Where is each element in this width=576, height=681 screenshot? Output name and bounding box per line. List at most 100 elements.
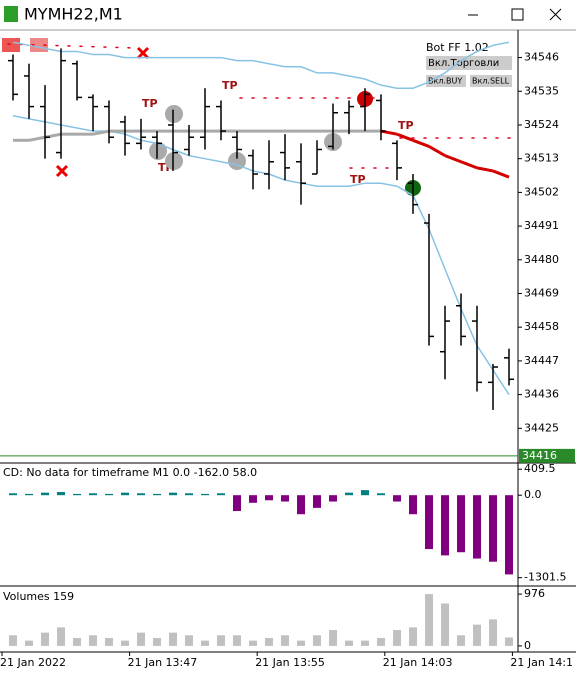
histogram-bar: [153, 493, 161, 496]
histogram-bar: [25, 640, 33, 646]
histogram-bar: [425, 495, 433, 550]
histogram-bar: [441, 603, 449, 646]
histogram-bar: [345, 492, 353, 496]
histogram-bar: [377, 637, 385, 646]
time-label: 21 Jan 14:1: [510, 656, 573, 669]
histogram-bar: [9, 493, 17, 496]
y-tick-label: 34458: [524, 320, 559, 333]
histogram-bar: [489, 619, 497, 646]
histogram-bar: [73, 493, 81, 496]
histogram-bar: [89, 493, 97, 496]
toolbar-icon[interactable]: [2, 38, 20, 52]
histogram-bar: [361, 490, 369, 496]
histogram-bar: [57, 492, 65, 496]
close-button[interactable]: [549, 8, 562, 21]
histogram-bar: [9, 635, 17, 646]
histogram-bar: [73, 637, 81, 646]
y-tick-label: 976: [524, 587, 545, 600]
moving-average: [92, 129, 110, 136]
moving-average: [28, 135, 46, 142]
histogram-bar: [313, 495, 321, 508]
y-tick-label: 0.0: [524, 488, 542, 501]
current-price-box: [519, 448, 575, 463]
histogram-bar: [89, 635, 97, 646]
y-tick-label: -1301.5: [524, 571, 566, 584]
moving-average: [396, 132, 414, 142]
histogram-bar: [281, 635, 289, 646]
histogram-bar: [393, 495, 401, 502]
histogram-bar: [249, 640, 257, 646]
histogram-bar: [105, 493, 113, 496]
histogram-bar: [169, 492, 177, 496]
y-tick-label: 34469: [524, 286, 559, 299]
histogram-bar: [489, 495, 497, 562]
y-tick-label: 34491: [524, 219, 559, 232]
bollinger-upper: [12, 41, 510, 89]
trade-markers: [149, 91, 421, 196]
histogram-bar: [441, 495, 449, 556]
histogram-bar: [41, 632, 49, 646]
histogram-bar: [425, 594, 433, 646]
histogram-bar: [297, 495, 305, 515]
histogram-bar: [297, 640, 305, 646]
histogram-bar: [329, 495, 337, 502]
histogram-bar: [505, 495, 513, 575]
moving-average: [476, 166, 494, 173]
histogram-bar: [169, 632, 177, 646]
time-label: 21 Jan 13:47: [128, 656, 198, 669]
histogram-bar: [409, 495, 417, 515]
tp-label: TP: [398, 119, 414, 132]
y-tick-label: 409.5: [524, 462, 556, 475]
sell-toggle[interactable]: [470, 75, 512, 87]
panel-title: Volumes 159: [3, 590, 74, 603]
title-bar: [0, 0, 576, 30]
histogram-bar: [457, 495, 465, 553]
sell-toggle-label[interactable]: Вкл.SELL: [472, 77, 510, 86]
maximize-button[interactable]: [511, 8, 524, 21]
time-label: 21 Jan 13:55: [255, 656, 325, 669]
histogram-bar: [457, 635, 465, 646]
histogram-bar: [57, 627, 65, 646]
moving-average: [444, 154, 462, 164]
histogram-bar: [233, 635, 241, 646]
app-icon: [4, 6, 18, 22]
close-marks: [55, 46, 150, 178]
histogram-bar: [121, 640, 129, 646]
histogram-bar: [201, 640, 209, 646]
buy-toggle-label[interactable]: Вкл.BUY: [428, 77, 462, 86]
histogram-bar: [185, 493, 193, 496]
histogram-bar: [233, 495, 241, 512]
trade-toggle-label[interactable]: Вкл.Торговли: [428, 58, 499, 69]
bollinger-lower: [12, 115, 510, 396]
histogram-bar: [473, 624, 481, 646]
histogram-bar: [201, 493, 209, 496]
bot-label: Bot FF 1.02: [426, 41, 489, 54]
histogram-bar: [185, 635, 193, 646]
histogram-bar: [281, 495, 289, 502]
histogram-bar: [41, 492, 49, 496]
histogram-bar: [473, 495, 481, 559]
histogram-bar: [505, 637, 513, 646]
panel-title: CD: No data for timeframe M1 0.0 -162.0 …: [3, 466, 257, 479]
window-title: MYMH22,M1: [24, 5, 123, 24]
histogram-bar: [121, 492, 129, 496]
histogram-bar: [329, 629, 337, 646]
tp-level-lines: [7, 43, 516, 169]
histogram-bar: [265, 637, 273, 646]
histogram-bar: [105, 637, 113, 646]
trade-toggle[interactable]: [426, 56, 512, 70]
y-tick-label: 0: [524, 639, 531, 652]
y-tick-label: 34535: [524, 84, 559, 97]
moving-average: [492, 169, 510, 179]
histogram-bar: [249, 495, 257, 503]
histogram-bar: [345, 640, 353, 646]
histogram-bar: [409, 627, 417, 646]
moving-average: [460, 160, 478, 170]
y-tick-label: 34502: [524, 185, 559, 198]
y-tick-label: 34524: [524, 118, 559, 131]
y-tick-label: 34436: [524, 388, 559, 401]
current-price-label: 34416: [522, 449, 557, 462]
y-tick-label: 34513: [524, 152, 559, 165]
histogram-bar: [217, 635, 225, 646]
